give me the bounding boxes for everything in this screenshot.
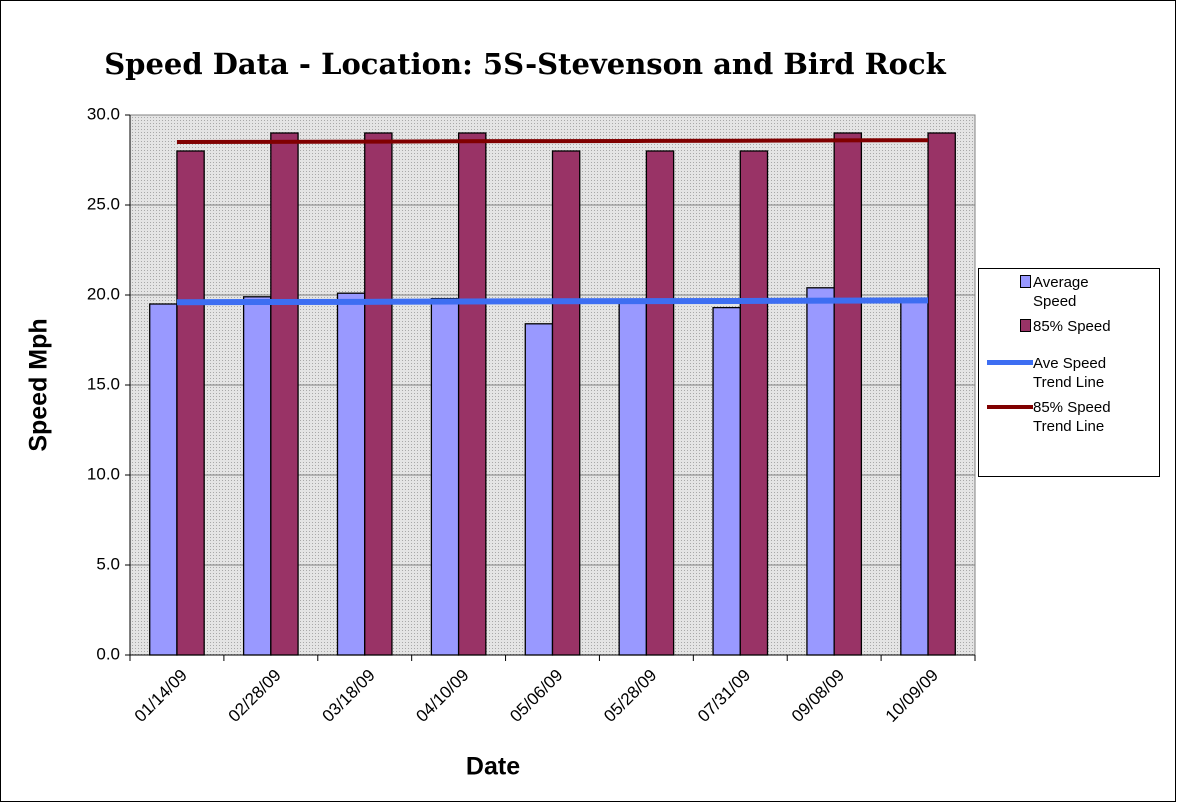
bar	[242, 296, 272, 656]
x-tick-label: 10/09/09	[882, 666, 942, 726]
bar	[270, 132, 299, 656]
x-tick-label: 05/28/09	[600, 666, 660, 726]
legend-entry: Average Speed	[987, 273, 1159, 311]
legend-label: 85% Speed Trend Line	[1033, 399, 1111, 435]
chart-title: Speed Data - Location: 5S-Stevenson and …	[104, 47, 946, 81]
legend-label: 85% Speed	[1033, 318, 1111, 335]
bar	[833, 132, 863, 656]
x-tick-label: 01/14/09	[131, 666, 191, 726]
y-tick-label: 10.0	[87, 464, 120, 483]
legend-label: Average Speed	[1033, 274, 1089, 310]
bar	[176, 150, 205, 656]
y-tick-label: 20.0	[87, 284, 120, 303]
y-tick-label: 30.0	[87, 104, 120, 123]
bar	[712, 306, 741, 656]
legend-entry: 85% Speed Trend Line	[987, 398, 1159, 436]
x-tick-label: 05/06/09	[506, 666, 566, 726]
y-tick-label: 15.0	[87, 374, 120, 393]
bar	[551, 150, 581, 656]
bar	[618, 299, 648, 656]
bar	[364, 132, 393, 656]
bar	[336, 292, 366, 656]
x-tick-label: 04/10/09	[412, 666, 472, 726]
bar	[430, 297, 460, 656]
legend: Average Speed 85% Speed Ave Speed Trend Li…	[978, 268, 1160, 477]
legend-swatch	[987, 317, 1033, 334]
bar	[645, 150, 675, 656]
trend-line	[176, 297, 929, 306]
legend-label: Ave Speed Trend Line	[1033, 355, 1107, 391]
legend-entry: Ave Speed Trend Line	[987, 354, 1159, 392]
x-tick-label: 03/18/09	[318, 666, 378, 726]
bar	[739, 150, 769, 656]
y-tick-label: 0.0	[96, 644, 120, 663]
bar	[900, 297, 929, 656]
legend-swatch	[987, 398, 1033, 415]
x-tick-label: 02/28/09	[225, 666, 285, 726]
y-tick-label: 25.0	[87, 194, 120, 213]
bar	[524, 323, 554, 656]
bar	[457, 132, 487, 656]
trend-line	[176, 138, 929, 144]
bar	[927, 132, 956, 656]
y-axis-label: Speed Mph	[25, 318, 53, 451]
bar	[806, 287, 835, 656]
x-tick-label: 07/31/09	[694, 666, 754, 726]
x-axis-label: Date	[466, 753, 520, 781]
x-tick-label: 09/08/09	[788, 666, 848, 726]
y-tick-label: 5.0	[96, 554, 120, 573]
legend-swatch	[987, 354, 1033, 371]
legend-entry: 85% Speed	[987, 317, 1159, 336]
bar	[149, 303, 178, 656]
legend-swatch	[987, 273, 1033, 290]
